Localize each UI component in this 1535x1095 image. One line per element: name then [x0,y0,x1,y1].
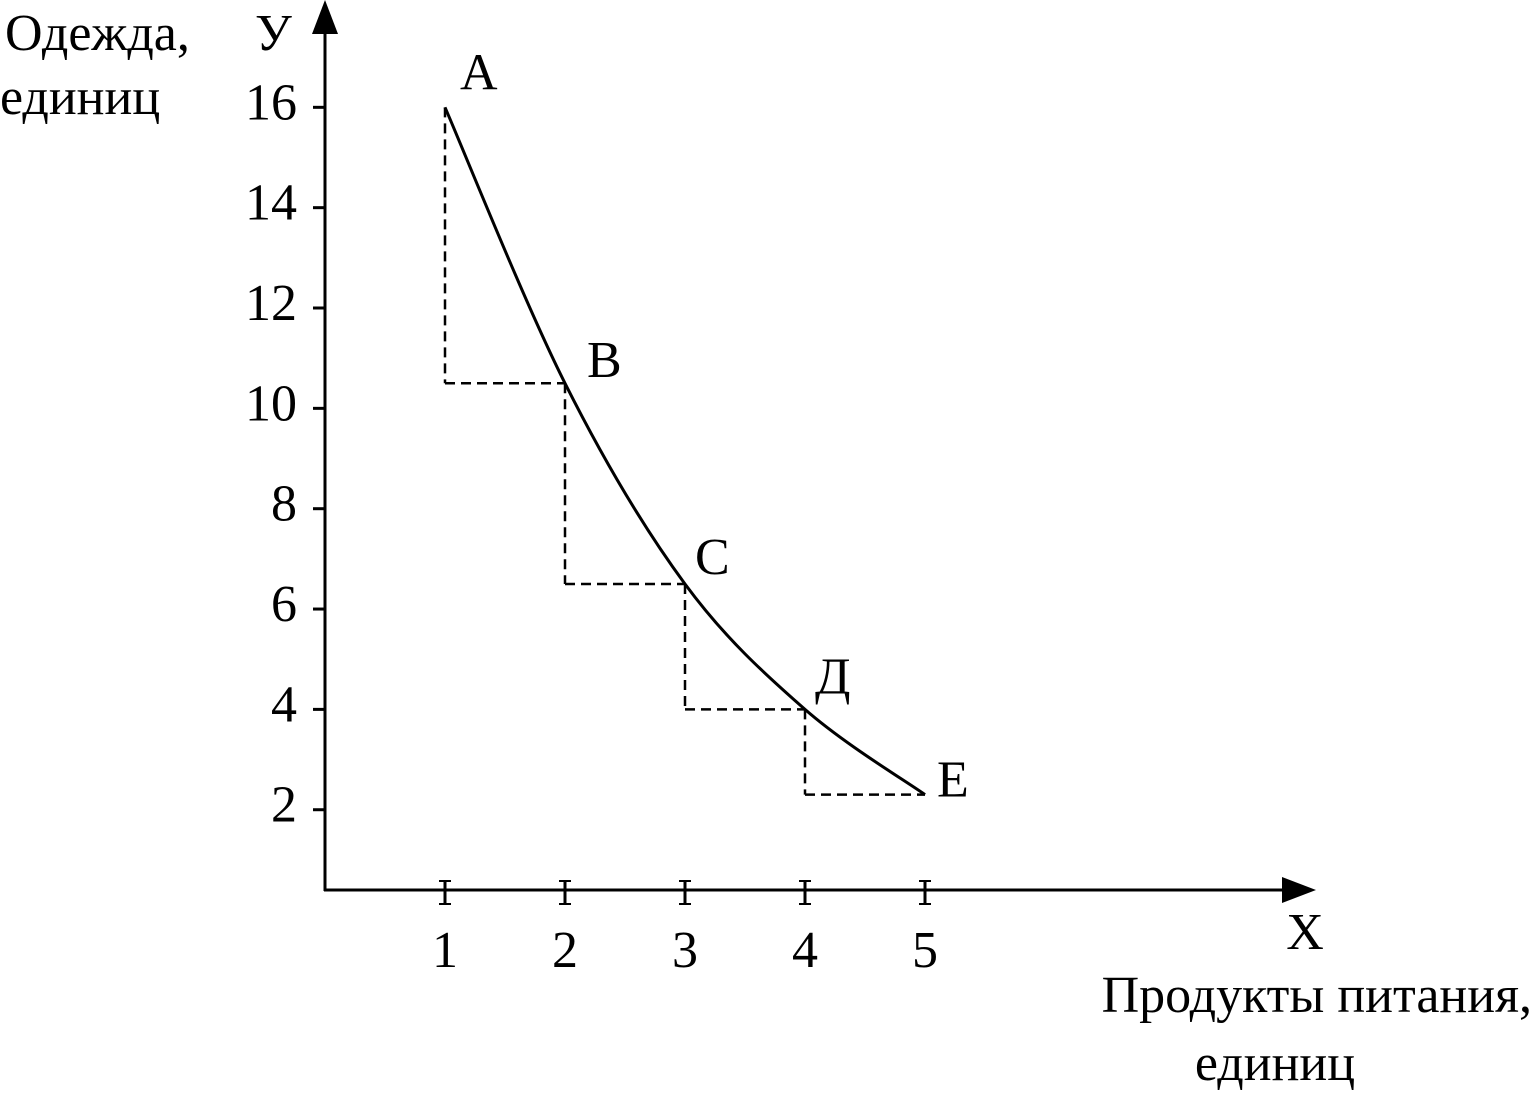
y-tick-label: 10 [245,375,297,432]
y-tick-label: 14 [245,175,297,232]
point-label: A [460,44,498,101]
y-axis-label: Одежда, [5,5,190,62]
point-label: C [695,529,730,586]
x-tick-label: 1 [432,922,458,979]
x-tick-label: 2 [552,922,578,979]
x-tick-label: 4 [792,922,818,979]
x-axis-arrow [1282,877,1316,903]
x-axis-label: единиц [1195,1035,1355,1092]
y-axis-letter: У [255,5,292,62]
y-tick-label: 6 [271,576,297,633]
y-tick-label: 16 [245,74,297,131]
point-label: E [937,752,969,809]
x-tick-label: 3 [672,922,698,979]
point-label: Д [815,648,850,705]
x-tick-label: 5 [912,922,938,979]
curve [443,106,926,796]
y-axis-label: единиц [0,69,160,126]
y-tick-label: 8 [271,476,297,533]
y-axis-arrow [312,0,338,34]
y-tick-label: 2 [271,777,297,834]
x-axis-letter: X [1286,904,1324,961]
x-axis-label: Продукты питания, [1102,967,1532,1024]
y-tick-label: 4 [271,676,297,733]
point-label: B [587,332,622,389]
y-tick-label: 12 [245,275,297,332]
